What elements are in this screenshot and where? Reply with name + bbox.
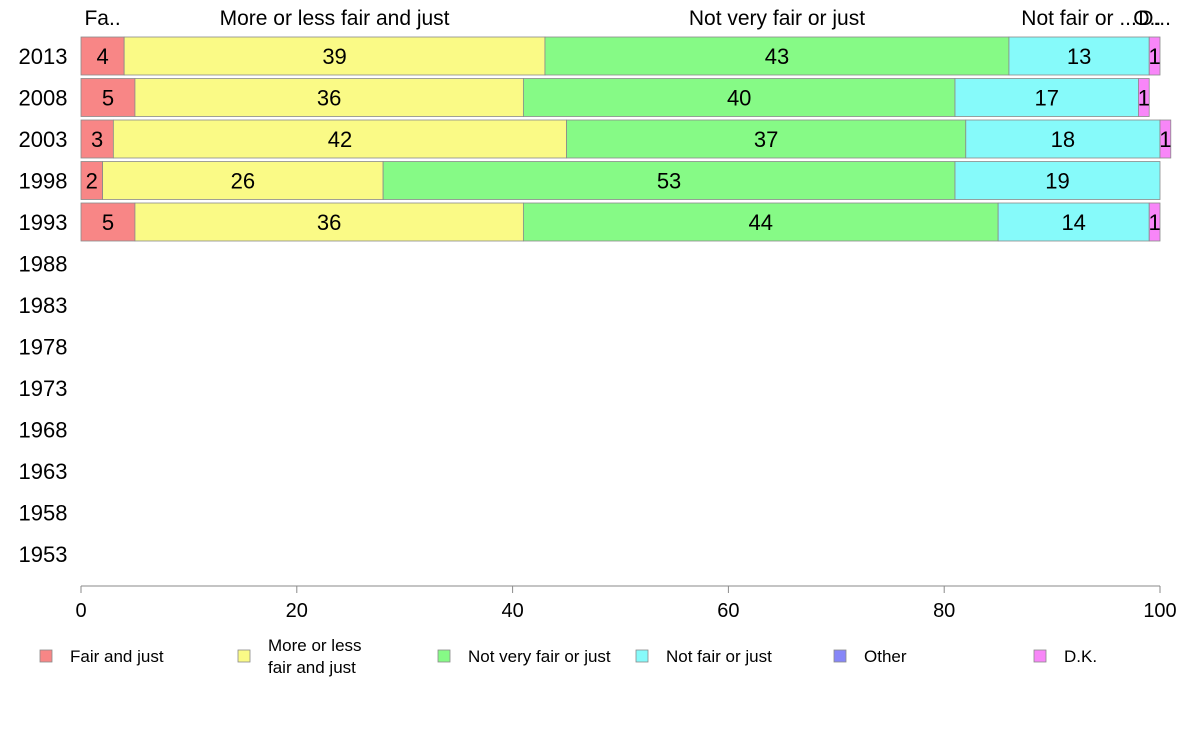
x-tick-label-20: 20 xyxy=(286,600,308,622)
y-tick-label-1958: 1958 xyxy=(19,501,68,526)
data-label-2013-series-0: 4 xyxy=(96,44,108,69)
series-header-2: Not very fair or just xyxy=(689,7,865,30)
data-label-1998-series-0: 2 xyxy=(86,169,98,194)
data-label-2008-series-1: 36 xyxy=(317,86,341,111)
y-tick-label-1993: 1993 xyxy=(19,210,68,235)
data-label-2003-series-1: 42 xyxy=(328,127,352,152)
y-tick-label-1983: 1983 xyxy=(19,293,68,318)
bar-2008-series-1 xyxy=(134,78,524,117)
series-header-labels: Fa.. More or less fair and just Not very f… xyxy=(84,7,1170,30)
data-label-1998-series-2: 53 xyxy=(657,169,681,194)
y-tick-label-1973: 1973 xyxy=(19,376,68,401)
bars: 4 39 43 13 15 36 40 17 13 42 37 18 12 26 53 195 36 44 14 1 xyxy=(80,36,1172,242)
bar-2003-series-1 xyxy=(112,119,567,159)
y-tick-label-1953: 1953 xyxy=(19,542,68,567)
legend-swatch-2 xyxy=(437,649,451,663)
bar-1993-series-2 xyxy=(522,202,999,242)
data-label-1993-series-0: 5 xyxy=(102,210,114,235)
bar-1993-series-0 xyxy=(80,202,136,242)
data-label-1998-series-3: 19 xyxy=(1045,169,1069,194)
bar-1998-series-3 xyxy=(954,161,1161,200)
bar-2008-series-3 xyxy=(954,78,1139,117)
series-header-1: More or less fair and just xyxy=(220,7,450,30)
bar-1993-series-5 xyxy=(1148,202,1161,242)
legend-label-5: D.K. xyxy=(1064,647,1097,666)
bar-2008-series-2 xyxy=(522,78,956,117)
x-axis: 0 20 40 60 80 100 xyxy=(75,585,1177,622)
data-label-1993-series-1: 36 xyxy=(317,210,341,235)
y-tick-label-1968: 1968 xyxy=(19,418,68,443)
data-label-2008-series-3: 17 xyxy=(1034,86,1058,111)
series-header-0: Fa.. xyxy=(84,7,120,30)
legend-label-3: Not fair or just xyxy=(666,647,772,666)
x-tick-label-80: 80 xyxy=(933,600,955,622)
bar-1998-series-2 xyxy=(382,161,956,200)
legend-label-0: Fair and just xyxy=(70,647,164,666)
data-label-2008-series-2: 40 xyxy=(727,86,751,111)
x-tick-label-100: 100 xyxy=(1143,600,1176,622)
series-header-3: Not fair or ... xyxy=(1021,7,1137,30)
y-tick-label-1978: 1978 xyxy=(19,335,68,360)
data-label-2013-series-1: 39 xyxy=(322,44,346,69)
legend-swatch-4 xyxy=(833,649,847,663)
bar-2008-series-0 xyxy=(80,78,136,117)
data-label-2008-series-5: 1 xyxy=(1138,86,1150,111)
legend-label-1: More or less fair and just xyxy=(268,636,362,677)
data-label-2013-series-2: 43 xyxy=(765,44,789,69)
data-label-1993-series-5: 1 xyxy=(1148,210,1160,235)
legend-swatch-5 xyxy=(1033,649,1047,663)
legend-swatch-0 xyxy=(39,649,53,663)
bar-1993-series-1 xyxy=(134,202,524,242)
y-tick-label-1963: 1963 xyxy=(19,459,68,484)
legend: Fair and just More or less fair and just No… xyxy=(39,636,1097,677)
series-header-4: O.. xyxy=(1133,7,1161,30)
y-tick-label-1988: 1988 xyxy=(19,252,68,277)
y-tick-label-1998: 1998 xyxy=(19,169,68,194)
legend-swatch-3 xyxy=(635,649,649,663)
y-axis-labels: 2013 2008 2003 1998 1993 1988 1983 1978 1973 1968… xyxy=(19,44,68,567)
legend-label-4: Other xyxy=(864,647,907,666)
bar-2013-series-5 xyxy=(1148,36,1161,76)
data-label-2003-series-5: 1 xyxy=(1159,127,1171,152)
bar-2013-series-1 xyxy=(123,36,546,76)
bar-2008-series-5 xyxy=(1138,78,1150,117)
y-tick-label-2013: 2013 xyxy=(19,44,68,69)
y-tick-label-2003: 2003 xyxy=(19,127,68,152)
bar-2003-series-0 xyxy=(80,119,114,159)
legend-swatch-1 xyxy=(237,649,251,663)
x-tick-label-0: 0 xyxy=(75,600,86,622)
data-label-2003-series-3: 18 xyxy=(1051,127,1075,152)
data-label-2013-series-5: 1 xyxy=(1148,44,1160,69)
series-header-5: D... xyxy=(1138,7,1171,30)
bar-1998-series-1 xyxy=(102,161,384,200)
bar-1993-series-3 xyxy=(997,202,1150,242)
data-label-1998-series-1: 26 xyxy=(231,169,255,194)
data-label-2003-series-0: 3 xyxy=(91,127,103,152)
bar-2003-series-5 xyxy=(1159,119,1172,159)
data-label-2013-series-3: 13 xyxy=(1067,44,1091,69)
data-label-1993-series-3: 14 xyxy=(1061,210,1085,235)
data-label-1993-series-2: 44 xyxy=(749,210,773,235)
data-label-2008-series-0: 5 xyxy=(102,86,114,111)
x-tick-label-60: 60 xyxy=(717,600,739,622)
bar-2003-series-2 xyxy=(566,119,967,159)
y-tick-label-2008: 2008 xyxy=(19,86,68,111)
x-tick-label-40: 40 xyxy=(501,600,523,622)
data-label-2003-series-2: 37 xyxy=(754,127,778,152)
legend-label-2: Not very fair or just xyxy=(468,647,611,666)
